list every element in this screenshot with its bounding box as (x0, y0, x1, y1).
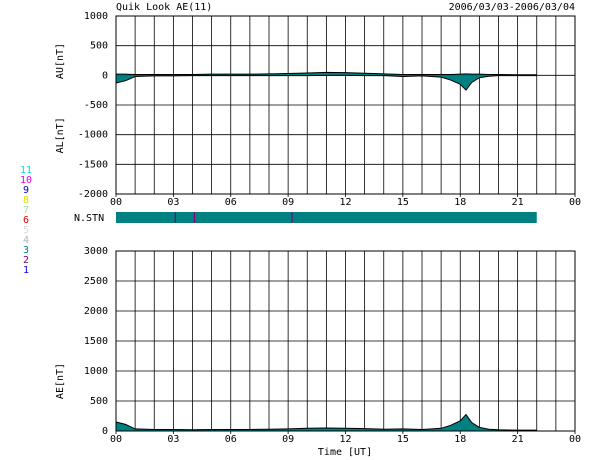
x-tick-label: 21 (512, 434, 524, 445)
y-tick-label: 0 (102, 70, 108, 81)
y-tick-label: 1000 (84, 366, 108, 377)
chart-title: Quik Look AE(11) (116, 2, 212, 13)
x-tick-label: 00 (110, 197, 122, 208)
series-line (116, 71, 537, 76)
plot-border (115, 15, 576, 195)
plot-border (115, 250, 576, 432)
y-tick-label: 1500 (84, 336, 108, 347)
date-range: 2006/03/03-2006/03/04 (449, 2, 575, 13)
y-tick-label: -1000 (78, 130, 108, 141)
y-tick-label: 500 (90, 41, 108, 52)
x-tick-label: 15 (397, 197, 409, 208)
x-tick-label: 09 (282, 434, 294, 445)
legend-entry: 11 (20, 165, 32, 176)
x-tick-label: 15 (397, 434, 409, 445)
x-tick-label: 09 (282, 197, 294, 208)
y-tick-label: 2500 (84, 276, 108, 287)
legend-entry: 8 (23, 195, 29, 206)
y-axis-label: AE[nT] (55, 363, 66, 399)
legend-entry: 6 (23, 215, 29, 226)
y-tick-label: -1500 (78, 159, 108, 170)
y-tick-label: -2000 (78, 189, 108, 200)
station-bar (116, 212, 537, 223)
y-tick-label: 3000 (84, 246, 108, 257)
x-tick-label: 06 (225, 197, 237, 208)
series-line (115, 74, 537, 91)
x-tick-label: 12 (339, 197, 351, 208)
x-tick-label: 00 (110, 434, 122, 445)
x-tick-label: 06 (225, 434, 237, 445)
y-tick-label: 500 (90, 396, 108, 407)
legend-entry: 3 (23, 245, 29, 256)
series-line (115, 413, 537, 431)
x-tick-label: 00 (569, 197, 581, 208)
legend-entry: 2 (23, 255, 29, 266)
legend-entry: 9 (23, 185, 29, 196)
legend-entry: 10 (20, 175, 32, 186)
legend-entry: 1 (23, 265, 29, 276)
station-bar-label: N.STN (74, 213, 104, 224)
x-tick-label: 03 (167, 434, 179, 445)
y-axis-label: AL[nT] (55, 117, 66, 153)
y-tick-label: -500 (84, 100, 108, 111)
y-axis-label: AU[nT] (55, 43, 66, 79)
y-tick-label: 1000 (84, 11, 108, 22)
legend-entry: 5 (23, 225, 29, 236)
y-tick-label: 0 (102, 426, 108, 437)
legend-entry: 7 (23, 205, 29, 216)
y-tick-label: 2000 (84, 306, 108, 317)
x-tick-label: 00 (569, 434, 581, 445)
x-tick-label: 21 (512, 197, 524, 208)
x-tick-label: 18 (454, 434, 466, 445)
x-tick-label: 18 (454, 197, 466, 208)
x-axis-label: Time [UT] (318, 447, 372, 458)
legend-entry: 4 (23, 235, 29, 246)
x-tick-label: 03 (167, 197, 179, 208)
x-tick-label: 12 (339, 434, 351, 445)
